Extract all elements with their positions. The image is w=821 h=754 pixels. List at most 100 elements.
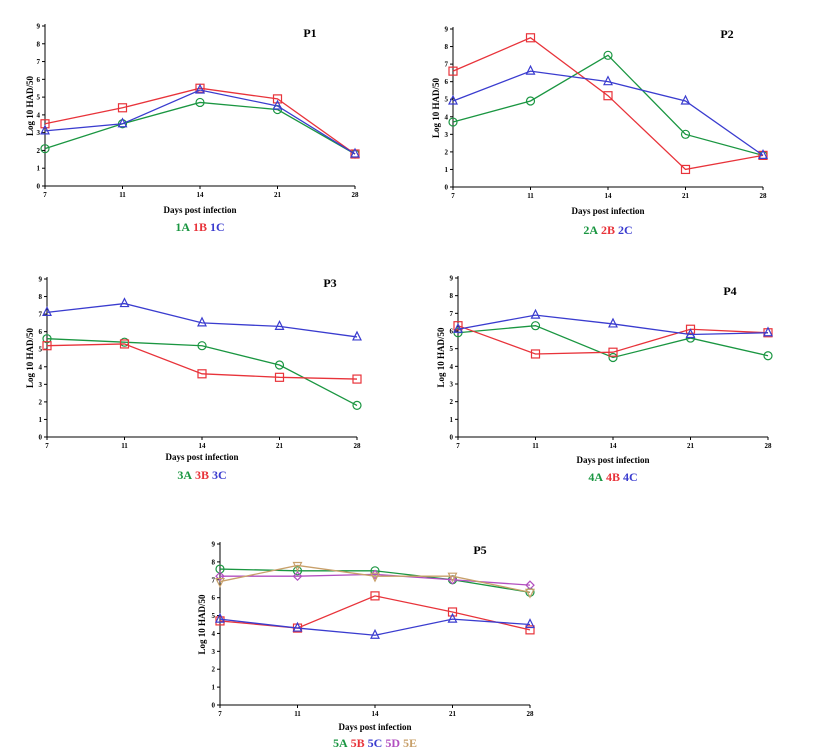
y-tick-label: 5 bbox=[39, 346, 43, 354]
y-tick-label: 5 bbox=[37, 94, 41, 102]
data-point-5C bbox=[215, 612, 225, 623]
data-point-5A bbox=[292, 566, 303, 576]
y-tick-label: 9 bbox=[39, 276, 43, 284]
data-point-3A bbox=[274, 360, 285, 370]
y-tick-label: 6 bbox=[450, 328, 454, 336]
y-tick-label: 1 bbox=[212, 684, 216, 692]
legend-entry-4C: 4C bbox=[620, 470, 638, 484]
x-tick-label: 28 bbox=[352, 191, 360, 199]
chart-title: P1 bbox=[303, 26, 316, 40]
y-tick-label: 1 bbox=[445, 166, 449, 174]
y-axis-label: Log 10 HAD/50 bbox=[25, 76, 35, 137]
y-tick-label: 7 bbox=[450, 310, 454, 318]
legend: 4A 4B 4C bbox=[588, 470, 637, 484]
legend: 2A 2B 2C bbox=[583, 223, 632, 237]
series-line-4C bbox=[457, 314, 769, 336]
data-point-1C bbox=[40, 124, 50, 135]
legend-entry-1B: 1B bbox=[190, 220, 207, 234]
y-tick-label: 0 bbox=[212, 702, 216, 710]
legend-entry-5D: 5D bbox=[382, 736, 400, 750]
data-point-3B bbox=[42, 341, 52, 351]
chart-p5: 0 1 2 3 4 5 6 7 8 9 7 11 14 21 28 Days post infection Lo… bbox=[197, 541, 535, 750]
data-point-2C bbox=[525, 64, 536, 75]
series-1C bbox=[40, 83, 360, 158]
data-point-1C bbox=[272, 99, 283, 110]
data-point-4C bbox=[608, 317, 618, 328]
x-tick-label: 14 bbox=[372, 710, 380, 718]
data-point-2B bbox=[525, 33, 536, 43]
data-point-5D bbox=[447, 574, 458, 585]
x-tick-label: 21 bbox=[276, 442, 284, 450]
data-point-5E bbox=[370, 572, 380, 583]
data-point-4B bbox=[685, 324, 696, 334]
x-tick-label: 28 bbox=[765, 442, 773, 450]
data-point-5B bbox=[525, 625, 535, 635]
data-point-4A bbox=[763, 351, 773, 361]
data-point-2C bbox=[448, 94, 458, 105]
x-axis-label: Days post infection bbox=[163, 205, 236, 215]
data-point-3A bbox=[352, 400, 362, 410]
legend-entry-3B: 3B bbox=[192, 468, 209, 482]
data-point-2C bbox=[680, 94, 691, 105]
x-tick-label: 7 bbox=[43, 191, 47, 199]
y-tick-label: 6 bbox=[212, 594, 216, 602]
series-1B bbox=[40, 83, 360, 159]
data-point-3C bbox=[274, 320, 285, 331]
x-axis-label: Days post infection bbox=[338, 722, 411, 732]
y-tick-label: 3 bbox=[39, 381, 43, 389]
legend-entry-2A: 2A bbox=[583, 223, 598, 237]
legend-entry-4B: 4B bbox=[603, 470, 620, 484]
data-point-1C bbox=[117, 117, 128, 128]
y-tick-label: 2 bbox=[445, 148, 449, 156]
y-tick-label: 4 bbox=[450, 363, 454, 371]
data-point-2C bbox=[603, 75, 613, 86]
legend-entry-2B: 2B bbox=[598, 223, 615, 237]
y-tick-label: 0 bbox=[450, 434, 454, 442]
data-point-5C bbox=[447, 612, 458, 623]
data-point-4B bbox=[530, 349, 541, 359]
x-tick-label: 11 bbox=[532, 442, 539, 450]
y-tick-label: 0 bbox=[39, 434, 43, 442]
y-tick-label: 9 bbox=[37, 23, 41, 31]
data-point-4A bbox=[608, 352, 618, 363]
chart-p2: 0 1 2 3 4 5 6 7 8 9 7 11 14 21 28 Days post infection Lo… bbox=[431, 26, 768, 237]
x-tick-label: 21 bbox=[449, 710, 457, 718]
series-5B bbox=[215, 591, 535, 635]
data-point-3B bbox=[119, 339, 130, 349]
series-line-1B bbox=[44, 87, 356, 155]
data-point-2A bbox=[525, 96, 536, 106]
legend-entry-5A: 5A bbox=[333, 736, 348, 750]
x-tick-label: 11 bbox=[121, 442, 128, 450]
series-2C bbox=[448, 64, 768, 159]
y-tick-label: 3 bbox=[445, 131, 449, 139]
data-point-3B bbox=[274, 372, 285, 382]
series-line-3B bbox=[46, 343, 358, 380]
y-tick-label: 6 bbox=[37, 76, 41, 84]
data-point-1B bbox=[117, 103, 128, 113]
y-tick-label: 4 bbox=[212, 630, 216, 638]
data-point-3B bbox=[197, 369, 207, 379]
legend-entry-5B: 5B bbox=[348, 736, 365, 750]
series-line-5E bbox=[219, 564, 531, 593]
series-2A bbox=[448, 50, 768, 160]
data-point-3C bbox=[119, 297, 130, 308]
x-tick-label: 14 bbox=[610, 442, 618, 450]
data-point-1B bbox=[272, 94, 283, 104]
x-tick-label: 11 bbox=[119, 191, 126, 199]
data-point-2A bbox=[680, 129, 691, 139]
series-4C bbox=[453, 308, 773, 339]
series-line-1A bbox=[44, 101, 356, 155]
series-line-4A bbox=[457, 325, 769, 359]
y-tick-label: 4 bbox=[39, 363, 43, 371]
y-tick-label: 5 bbox=[212, 612, 216, 620]
legend-entry-2C: 2C bbox=[615, 223, 633, 237]
data-point-5E bbox=[292, 561, 303, 572]
x-tick-label: 21 bbox=[274, 191, 282, 199]
data-point-5C bbox=[292, 621, 303, 632]
y-tick-label: 7 bbox=[37, 58, 41, 66]
data-point-3B bbox=[352, 374, 362, 384]
data-point-5B bbox=[370, 591, 380, 601]
x-axis-label: Days post infection bbox=[576, 455, 649, 465]
data-point-1B bbox=[40, 119, 50, 129]
chart-title: P2 bbox=[720, 27, 733, 41]
